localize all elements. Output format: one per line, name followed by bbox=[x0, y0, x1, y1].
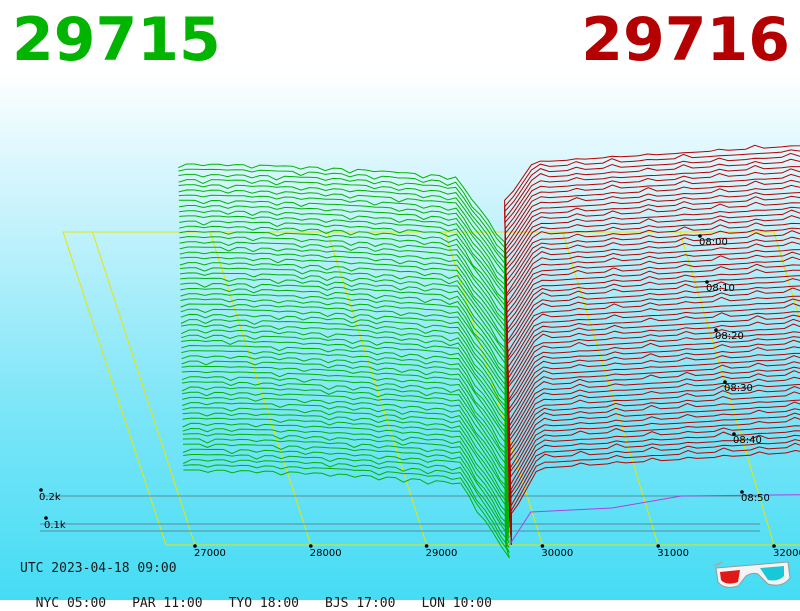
bid-depth-line bbox=[179, 185, 506, 534]
zone-tyo: TYO 18:00 bbox=[229, 596, 299, 611]
ask-depth-line bbox=[509, 438, 800, 545]
bid-depth-line bbox=[181, 309, 507, 539]
ask-depth-line bbox=[505, 183, 800, 535]
bid-depth-line bbox=[179, 180, 506, 534]
3d-glasses-icon[interactable] bbox=[712, 558, 792, 592]
bid-depth-line bbox=[180, 289, 506, 539]
bid-depth-line bbox=[182, 361, 508, 541]
bid-depth-line bbox=[183, 449, 509, 544]
time-tick-label: 08:50 bbox=[741, 493, 770, 504]
x-gridline bbox=[93, 232, 196, 545]
ask-depth-line bbox=[509, 432, 800, 544]
chart-grid bbox=[40, 232, 800, 545]
time-tick-label: 08:00 bbox=[699, 237, 728, 248]
ask-depth-line bbox=[509, 405, 800, 544]
bid-depth-line bbox=[181, 325, 507, 540]
x-tick-label: 29000 bbox=[426, 548, 458, 559]
ask-depth-line bbox=[506, 228, 800, 537]
bid-depth-line bbox=[179, 211, 505, 535]
utc-time: UTC 2023-04-18 09:00 bbox=[20, 561, 177, 576]
ask-depth-line bbox=[509, 390, 800, 543]
x-gridline bbox=[328, 232, 427, 545]
time-tick-label: 08:10 bbox=[706, 283, 735, 294]
zone-bjs: BJS 17:00 bbox=[325, 596, 395, 611]
ask-depth-line bbox=[508, 357, 800, 541]
x-tick-label: 30000 bbox=[541, 548, 573, 559]
zone-lon: LON 10:00 bbox=[421, 596, 491, 611]
bid-depth-line bbox=[183, 439, 509, 544]
bid-depth-line bbox=[183, 434, 509, 544]
bid-depth-line bbox=[182, 392, 508, 542]
bid-depth-line bbox=[180, 257, 506, 536]
ask-depth-line bbox=[509, 399, 800, 543]
bid-depth-line bbox=[183, 465, 509, 553]
z-tick-label: 0.2k bbox=[39, 492, 61, 503]
ask-depth-line bbox=[506, 222, 800, 536]
bid-depth-series bbox=[178, 164, 509, 558]
zone-nyc: NYC 05:00 bbox=[36, 596, 106, 611]
zone-par: PAR 11:00 bbox=[132, 596, 202, 611]
x-tick-label: 27000 bbox=[194, 548, 226, 559]
z-tick-label: 0.1k bbox=[44, 520, 66, 531]
time-tick-label: 08:40 bbox=[733, 435, 762, 446]
timezone-list: NYC 05:00 PAR 11:00 TYO 18:00 BJS 17:00 LON … bbox=[20, 581, 518, 611]
x-tick-label: 31000 bbox=[657, 548, 689, 559]
time-tick-label: 08:30 bbox=[724, 383, 753, 394]
ask-depth-line bbox=[506, 218, 800, 536]
bid-depth-line bbox=[181, 320, 507, 540]
time-tick-label: 08:20 bbox=[715, 331, 744, 342]
ask-depth-line bbox=[506, 237, 800, 537]
x-tick-label: 28000 bbox=[310, 548, 342, 559]
